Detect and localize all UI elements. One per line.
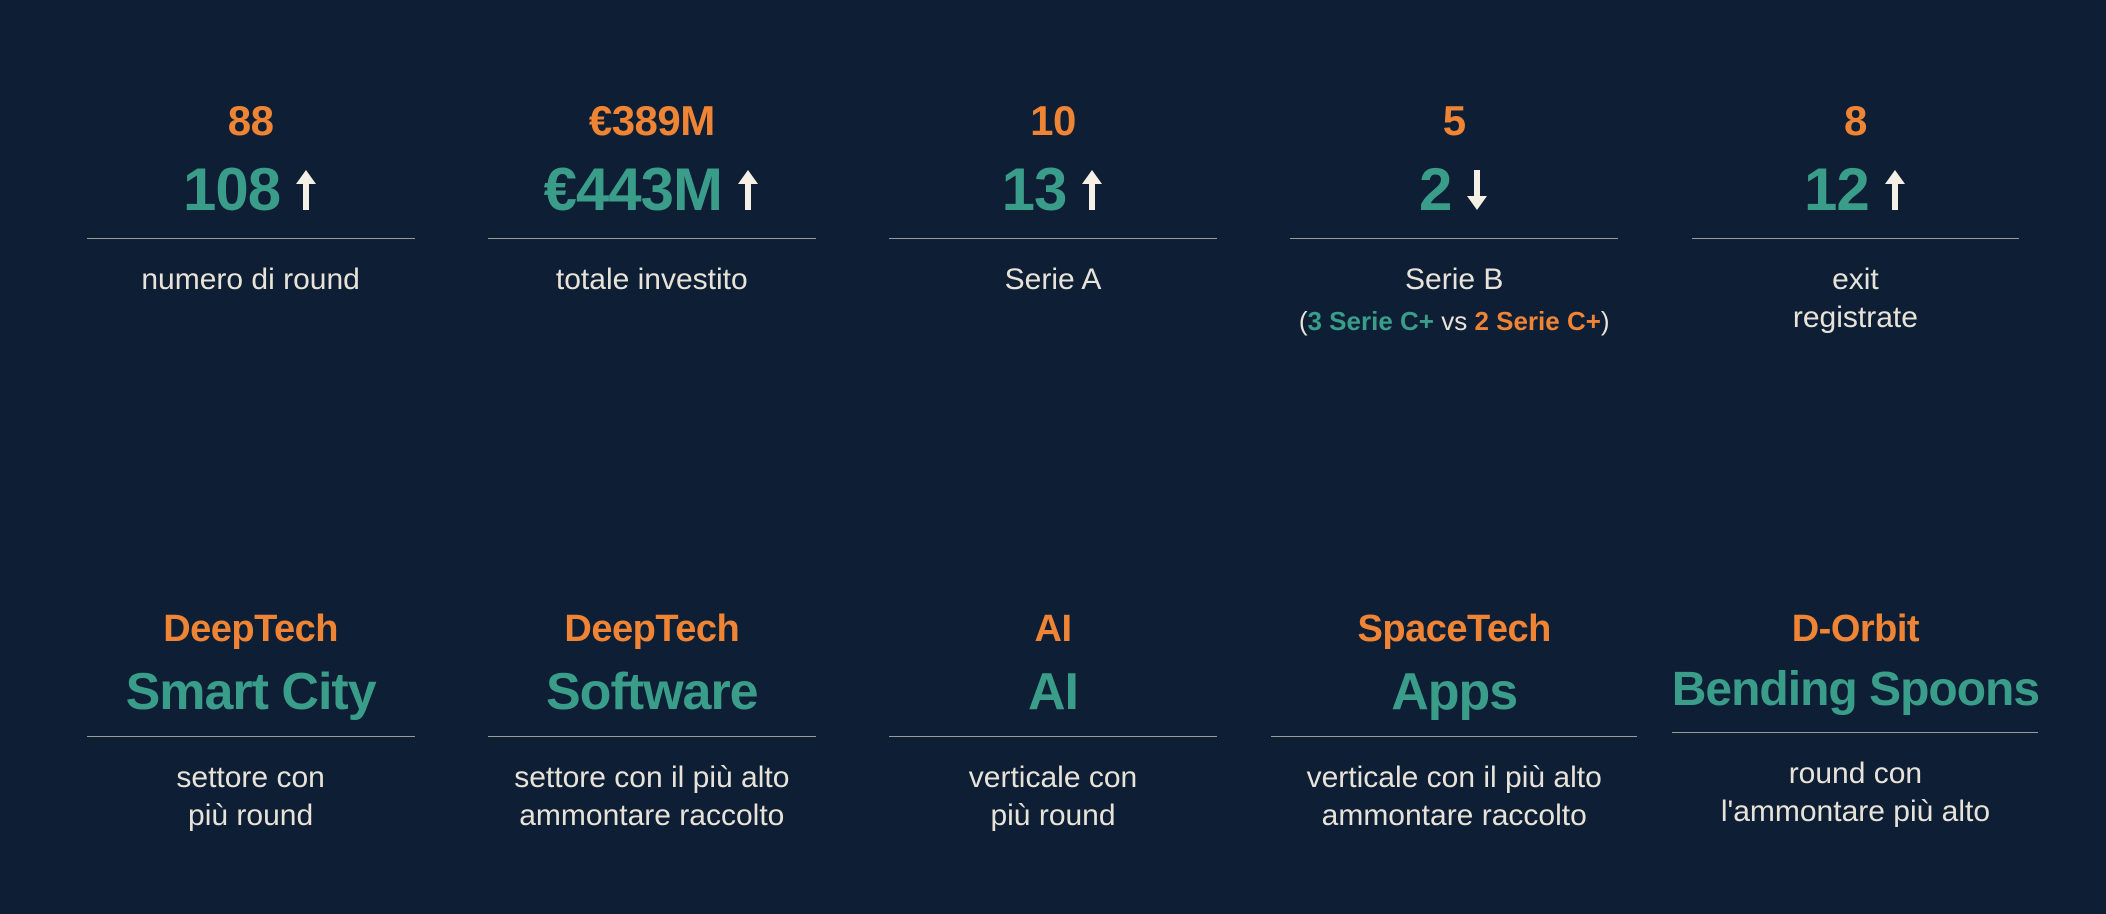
category-label: settore conpiù round xyxy=(176,759,324,834)
category-label: round conl'ammontare più alto xyxy=(1721,755,1990,830)
metric-label: exitregistrate xyxy=(1793,261,1918,336)
divider xyxy=(488,238,816,239)
category-prev: AI xyxy=(1035,610,1072,648)
metric-current-line: 13 xyxy=(1002,160,1105,220)
metric-prev-value: 88 xyxy=(228,100,274,142)
subnote-right: 2 Serie C+ xyxy=(1474,306,1600,336)
metric-prev-value: 8 xyxy=(1844,100,1867,142)
subnote-left: 3 Serie C+ xyxy=(1308,306,1434,336)
category-label: settore con il più altoammontare raccolt… xyxy=(514,759,789,834)
category-current: Software xyxy=(546,666,758,718)
metric-label: numero di round xyxy=(141,261,359,299)
subnote-mid: vs xyxy=(1434,306,1474,336)
metric-label: Serie A xyxy=(1005,261,1102,299)
divider xyxy=(1290,238,1618,239)
metrics-row-1: 88 108 numero di round €389M €443M total… xyxy=(60,100,2046,338)
infographic: 88 108 numero di round €389M €443M total… xyxy=(0,0,2106,914)
metric-total-invested: €389M €443M totale investito xyxy=(461,100,842,338)
metric-current-value: 108 xyxy=(183,160,280,220)
category-vertical-rounds: AI AI verticale conpiù round xyxy=(862,610,1243,834)
metric-series-b: 5 2 Serie B (3 Serie C+ vs 2 Serie C+) xyxy=(1264,100,1645,338)
divider xyxy=(1672,732,2038,733)
arrow-up-icon xyxy=(294,168,318,212)
metric-prev-value: 5 xyxy=(1443,100,1466,142)
category-sector-amount: DeepTech Software settore con il più alt… xyxy=(461,610,842,834)
category-prev: SpaceTech xyxy=(1358,610,1551,648)
category-label: verticale conpiù round xyxy=(969,759,1137,834)
category-vertical-amount: SpaceTech Apps verticale con il più alto… xyxy=(1264,610,1645,834)
category-current: Smart City xyxy=(126,666,376,718)
metric-label: totale investito xyxy=(556,261,748,299)
divider xyxy=(488,736,816,737)
category-prev: DeepTech xyxy=(564,610,739,648)
divider xyxy=(889,238,1217,239)
category-sector-rounds: DeepTech Smart City settore conpiù round xyxy=(60,610,441,834)
divider xyxy=(1271,736,1637,737)
arrow-up-icon xyxy=(1080,168,1104,212)
arrow-up-icon xyxy=(736,168,760,212)
metrics-row-2: DeepTech Smart City settore conpiù round… xyxy=(60,610,2046,834)
metric-current-value: 2 xyxy=(1419,160,1451,220)
category-current: AI xyxy=(1028,666,1078,718)
metric-series-a: 10 13 Serie A xyxy=(862,100,1243,338)
category-prev: DeepTech xyxy=(163,610,338,648)
category-prev: D-Orbit xyxy=(1792,610,1919,648)
category-current: Apps xyxy=(1391,666,1517,718)
metric-current-value: €443M xyxy=(544,160,722,220)
metric-current-value: 12 xyxy=(1804,160,1869,220)
divider xyxy=(1692,238,2020,239)
category-current: Bending Spoons xyxy=(1672,666,2039,714)
metric-subnote: (3 Serie C+ vs 2 Serie C+) xyxy=(1299,305,1610,339)
category-top-round: D-Orbit Bending Spoons round conl'ammont… xyxy=(1665,610,2046,834)
metric-prev-value: 10 xyxy=(1030,100,1076,142)
metric-exits: 8 12 exitregistrate xyxy=(1665,100,2046,338)
divider xyxy=(87,238,415,239)
divider xyxy=(87,736,415,737)
metric-current-value: 13 xyxy=(1002,160,1067,220)
metric-rounds: 88 108 numero di round xyxy=(60,100,441,338)
metric-current-line: 108 xyxy=(183,160,318,220)
metric-current-line: €443M xyxy=(544,160,760,220)
metric-current-line: 12 xyxy=(1804,160,1907,220)
metric-label: Serie B xyxy=(1405,261,1503,299)
arrow-down-icon xyxy=(1465,168,1489,212)
metric-prev-value: €389M xyxy=(589,100,715,142)
arrow-up-icon xyxy=(1883,168,1907,212)
metric-current-line: 2 xyxy=(1419,160,1489,220)
divider xyxy=(889,736,1217,737)
category-label: verticale con il più altoammontare racco… xyxy=(1307,759,1602,834)
